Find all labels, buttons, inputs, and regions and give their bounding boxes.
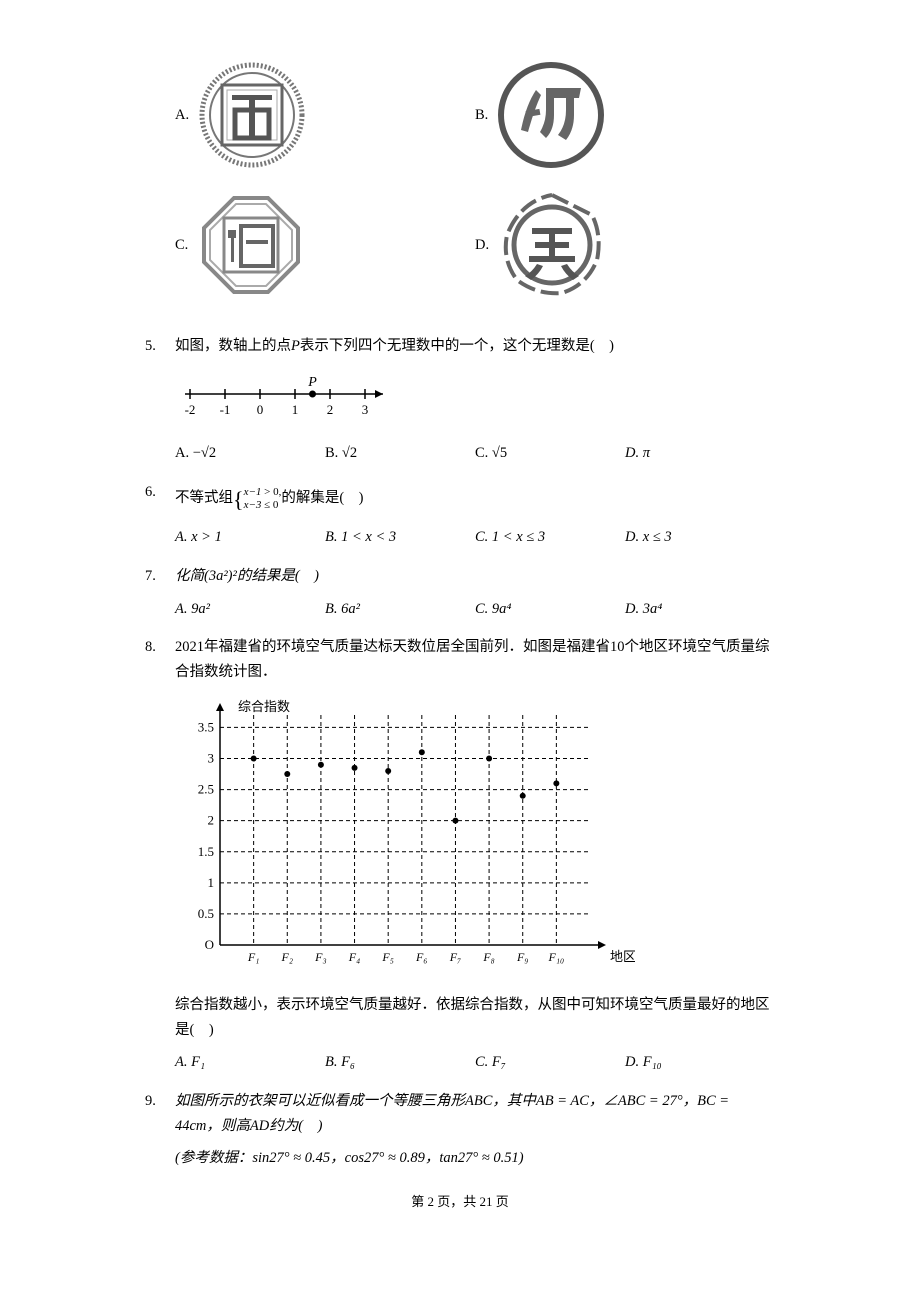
q4-option-d: D. xyxy=(475,190,775,300)
svg-text:O: O xyxy=(205,937,214,952)
q4-option-c-label: C. xyxy=(175,233,188,258)
question-6: 6. 不等式组{x−1 > 0,x−3 ≤ 0的解集是( ) A. x > 1 … xyxy=(145,480,775,550)
q5-option-d: D. π xyxy=(625,441,775,466)
svg-text:2.5: 2.5 xyxy=(198,781,214,796)
question-5: 5. 如图，数轴上的点P表示下列四个无理数中的一个，这个无理数是( ) -2 -1… xyxy=(145,334,775,466)
q4-option-b-label: B. xyxy=(475,103,488,128)
svg-text:综合指数: 综合指数 xyxy=(238,699,290,714)
svg-text:-1: -1 xyxy=(220,402,231,417)
xiang-circle-icon xyxy=(496,60,606,170)
q8-number: 8. xyxy=(145,635,175,1075)
q6-option-a: A. x > 1 xyxy=(175,525,325,550)
page-footer: 第 2 页，共 21 页 xyxy=(145,1191,775,1213)
q8-text-2: 综合指数越小，表示环境空气质量越好．依据综合指数，从图中可知环境空气质量最好的地… xyxy=(175,993,775,1042)
question-9: 9. 如图所示的衣架可以近似看成一个等腰三角形ABC，其中AB = AC，∠AB… xyxy=(145,1089,775,1171)
q8-options: A. F₁ B. F₆ C. F₇ D. F₁₀ xyxy=(175,1050,775,1075)
scatter-chart: O 0.5 1 1.5 2 2.5 3 3.5 综合指数地区 F₁ F₂ F₃ F₄ F₅ F₆ F₇ F₈ F₉… xyxy=(175,695,775,984)
svg-text:F₇: F₇ xyxy=(449,950,462,964)
question-8: 8. 2021年福建省的环境空气质量达标天数位居全国前列．如图是福建省10个地区… xyxy=(145,635,775,1075)
svg-text:1: 1 xyxy=(292,402,299,417)
q8-option-a: A. F₁ xyxy=(175,1050,325,1075)
svg-text:1: 1 xyxy=(208,874,215,889)
q8-option-c: C. F₇ xyxy=(475,1050,625,1075)
q7-option-b: B. 6a² xyxy=(325,597,475,622)
q6-option-b: B. 1 < x < 3 xyxy=(325,525,475,550)
q5-options: A. −√2 B. √2 C. √5 D. π xyxy=(175,441,775,466)
q5-option-c: C. √5 xyxy=(475,441,625,466)
q7-option-d: D. 3a⁴ xyxy=(625,597,775,622)
q7-option-c: C. 9a⁴ xyxy=(475,597,625,622)
svg-text:0: 0 xyxy=(257,402,264,417)
q4-num-spacer xyxy=(145,60,175,320)
question-7: 7. 化简(3a²)²的结果是( ) A. 9a² B. 6a² C. 9a⁴ … xyxy=(145,564,775,621)
scatter-chart-svg: O 0.5 1 1.5 2 2.5 3 3.5 综合指数地区 F₁ F₂ F₃ F₄ F₅ F₆ F₇ F₈ F₉… xyxy=(175,695,635,975)
number-line: -2 -1 0 1 2 3 P xyxy=(175,369,775,428)
q9-text-2: (参考数据：sin27° ≈ 0.45，cos27° ≈ 0.89，tan27°… xyxy=(175,1146,775,1171)
q7-option-a: A. 9a² xyxy=(175,597,325,622)
q6-option-c: C. 1 < x ≤ 3 xyxy=(475,525,625,550)
svg-text:F₁₀: F₁₀ xyxy=(548,950,565,964)
svg-text:F₈: F₈ xyxy=(482,950,495,964)
q5-option-b: B. √2 xyxy=(325,441,475,466)
number-line-svg: -2 -1 0 1 2 3 P xyxy=(175,369,405,419)
svg-text:3: 3 xyxy=(208,750,215,765)
q8-option-d: D. F₁₀ xyxy=(625,1050,775,1075)
svg-text:2: 2 xyxy=(327,402,334,417)
svg-text:F₁: F₁ xyxy=(247,950,260,964)
q6-text: 不等式组{x−1 > 0,x−3 ≤ 0的解集是( ) xyxy=(175,480,775,517)
q7-number: 7. xyxy=(145,564,175,621)
svg-text:F₄: F₄ xyxy=(348,950,361,964)
q4-option-d-label: D. xyxy=(475,233,489,258)
svg-text:F₃: F₃ xyxy=(314,950,327,964)
q8-text-1: 2021年福建省的环境空气质量达标天数位居全国前列．如图是福建省10个地区环境空… xyxy=(175,635,775,684)
svg-text:3.5: 3.5 xyxy=(198,719,214,734)
svg-text:0.5: 0.5 xyxy=(198,905,214,920)
q4-option-c: C. xyxy=(175,190,475,300)
q6-option-d: D. x ≤ 3 xyxy=(625,525,775,550)
q5-text: 如图，数轴上的点P表示下列四个无理数中的一个，这个无理数是( ) xyxy=(175,334,775,359)
svg-text:2: 2 xyxy=(208,812,215,827)
svg-text:1.5: 1.5 xyxy=(198,843,214,858)
q7-text: 化简(3a²)²的结果是( ) xyxy=(175,564,775,589)
q4-option-a-label: A. xyxy=(175,103,189,128)
q4-option-b: B. xyxy=(475,60,775,170)
q5-option-a: A. −√2 xyxy=(175,441,325,466)
svg-text:F₅: F₅ xyxy=(381,950,394,964)
svg-text:F₆: F₆ xyxy=(415,950,428,964)
svg-text:P: P xyxy=(307,375,317,390)
he-octagon-icon xyxy=(196,190,306,300)
question-4-options: A. B. xyxy=(145,60,775,320)
q4-option-a: A. xyxy=(175,60,475,170)
le-ring-icon xyxy=(497,190,607,300)
svg-text:F₂: F₂ xyxy=(281,950,294,964)
q9-number: 9. xyxy=(145,1089,175,1171)
q5-number: 5. xyxy=(145,334,175,466)
ji-seal-icon xyxy=(197,60,307,170)
q9-text-1: 如图所示的衣架可以近似看成一个等腰三角形ABC，其中AB = AC，∠ABC =… xyxy=(175,1089,775,1138)
svg-text:3: 3 xyxy=(362,402,369,417)
svg-text:F₉: F₉ xyxy=(516,950,529,964)
svg-text:地区: 地区 xyxy=(610,949,635,964)
q7-options: A. 9a² B. 6a² C. 9a⁴ D. 3a⁴ xyxy=(175,597,775,622)
q8-option-b: B. F₆ xyxy=(325,1050,475,1075)
q6-number: 6. xyxy=(145,480,175,550)
q6-options: A. x > 1 B. 1 < x < 3 C. 1 < x ≤ 3 D. x … xyxy=(175,525,775,550)
svg-text:-2: -2 xyxy=(185,402,196,417)
